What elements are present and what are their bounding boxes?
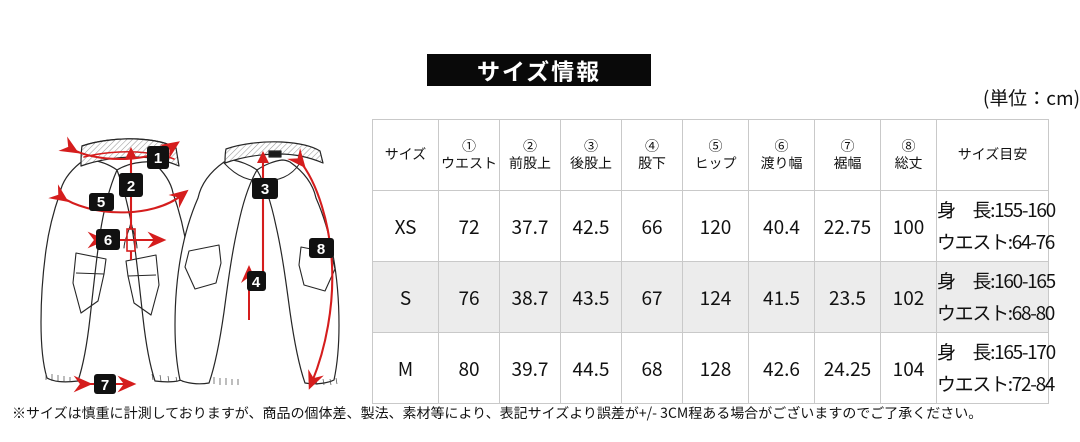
svg-text:3: 3 bbox=[261, 181, 269, 198]
svg-text:4: 4 bbox=[252, 274, 261, 291]
svg-text:6: 6 bbox=[104, 232, 112, 249]
svg-text:5: 5 bbox=[97, 194, 105, 211]
svg-text:1: 1 bbox=[154, 150, 162, 167]
svg-text:7: 7 bbox=[101, 377, 109, 394]
svg-text:8: 8 bbox=[317, 241, 325, 258]
svg-text:2: 2 bbox=[127, 178, 135, 195]
